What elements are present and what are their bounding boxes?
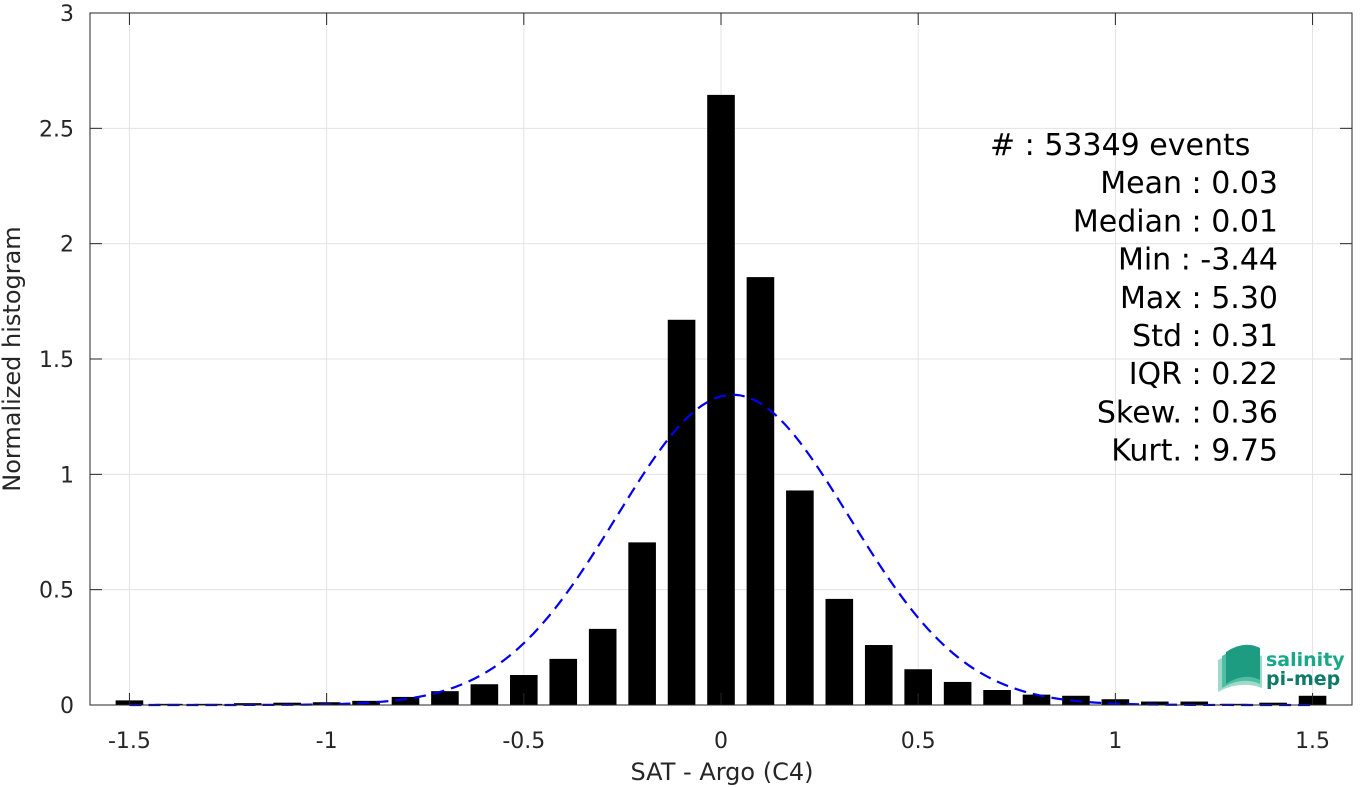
x-tick-label: -0.5 xyxy=(502,729,545,754)
histogram-bar xyxy=(470,684,499,705)
axes xyxy=(89,12,1353,706)
histogram-bar xyxy=(1180,701,1209,705)
y-tick-label: 0 xyxy=(60,694,74,719)
stat-line: IQR : 0.22 xyxy=(1129,357,1278,392)
y-tick-label: 1.5 xyxy=(39,348,74,373)
x-tick-label: -1 xyxy=(316,729,338,754)
histogram-bar xyxy=(1022,694,1051,705)
stat-line: Max : 5.30 xyxy=(1120,281,1278,316)
x-tick-labels: -1.5 -1 -0.5 0 0.5 1 1.5 xyxy=(108,729,1330,754)
histogram-bar xyxy=(943,681,972,705)
histogram-bar xyxy=(1141,701,1169,705)
histogram-bar xyxy=(628,542,656,705)
histogram-bar xyxy=(786,490,814,705)
salinity-pimep-logo: salinity pi-mep xyxy=(1218,644,1345,692)
histogram-bar xyxy=(667,319,696,705)
logo-text-salinity: salinity xyxy=(1266,649,1345,671)
y-tick-label: 2.5 xyxy=(39,117,74,142)
histogram-bar xyxy=(746,277,775,705)
x-tick-label: 0.5 xyxy=(901,729,936,754)
stat-line: Min : -3.44 xyxy=(1118,243,1278,278)
histogram-bar xyxy=(825,598,854,705)
y-axis-label: Normalized histogram xyxy=(0,226,26,491)
y-tick-labels: 0 0.5 1 1.5 2 2.5 3 xyxy=(39,2,74,719)
histogram-bar xyxy=(391,696,420,705)
logo-text-pimep: pi-mep xyxy=(1266,668,1340,690)
stat-line: Skew. : 0.36 xyxy=(1097,395,1278,430)
histogram-bar xyxy=(707,94,735,706)
y-tick-label: 2 xyxy=(60,233,74,258)
y-tick-label: 1 xyxy=(60,463,74,488)
y-tick-label: 3 xyxy=(60,2,74,27)
histogram-bar xyxy=(1259,702,1287,705)
stat-line: Kurt. : 9.75 xyxy=(1111,434,1278,469)
histogram-bar xyxy=(864,645,893,705)
stat-line: Std : 0.31 xyxy=(1132,319,1278,354)
histogram-bar xyxy=(549,658,578,705)
stat-line: Mean : 0.03 xyxy=(1100,166,1278,201)
x-axis-label: SAT - Argo (C4) xyxy=(631,758,814,786)
x-tick-label: 0 xyxy=(714,729,728,754)
x-tick-label: 1 xyxy=(1108,729,1122,754)
x-tick-label: -1.5 xyxy=(108,729,151,754)
stat-line: Median : 0.01 xyxy=(1073,204,1278,239)
histogram-bar xyxy=(983,690,1011,705)
salinity-waves-icon xyxy=(1218,644,1262,692)
stat-line: # : 53349 events xyxy=(990,128,1250,163)
x-tick-label: 1.5 xyxy=(1295,729,1330,754)
histogram-bar xyxy=(588,628,617,705)
histogram-bar xyxy=(431,691,459,705)
y-tick-label: 0.5 xyxy=(39,579,74,604)
